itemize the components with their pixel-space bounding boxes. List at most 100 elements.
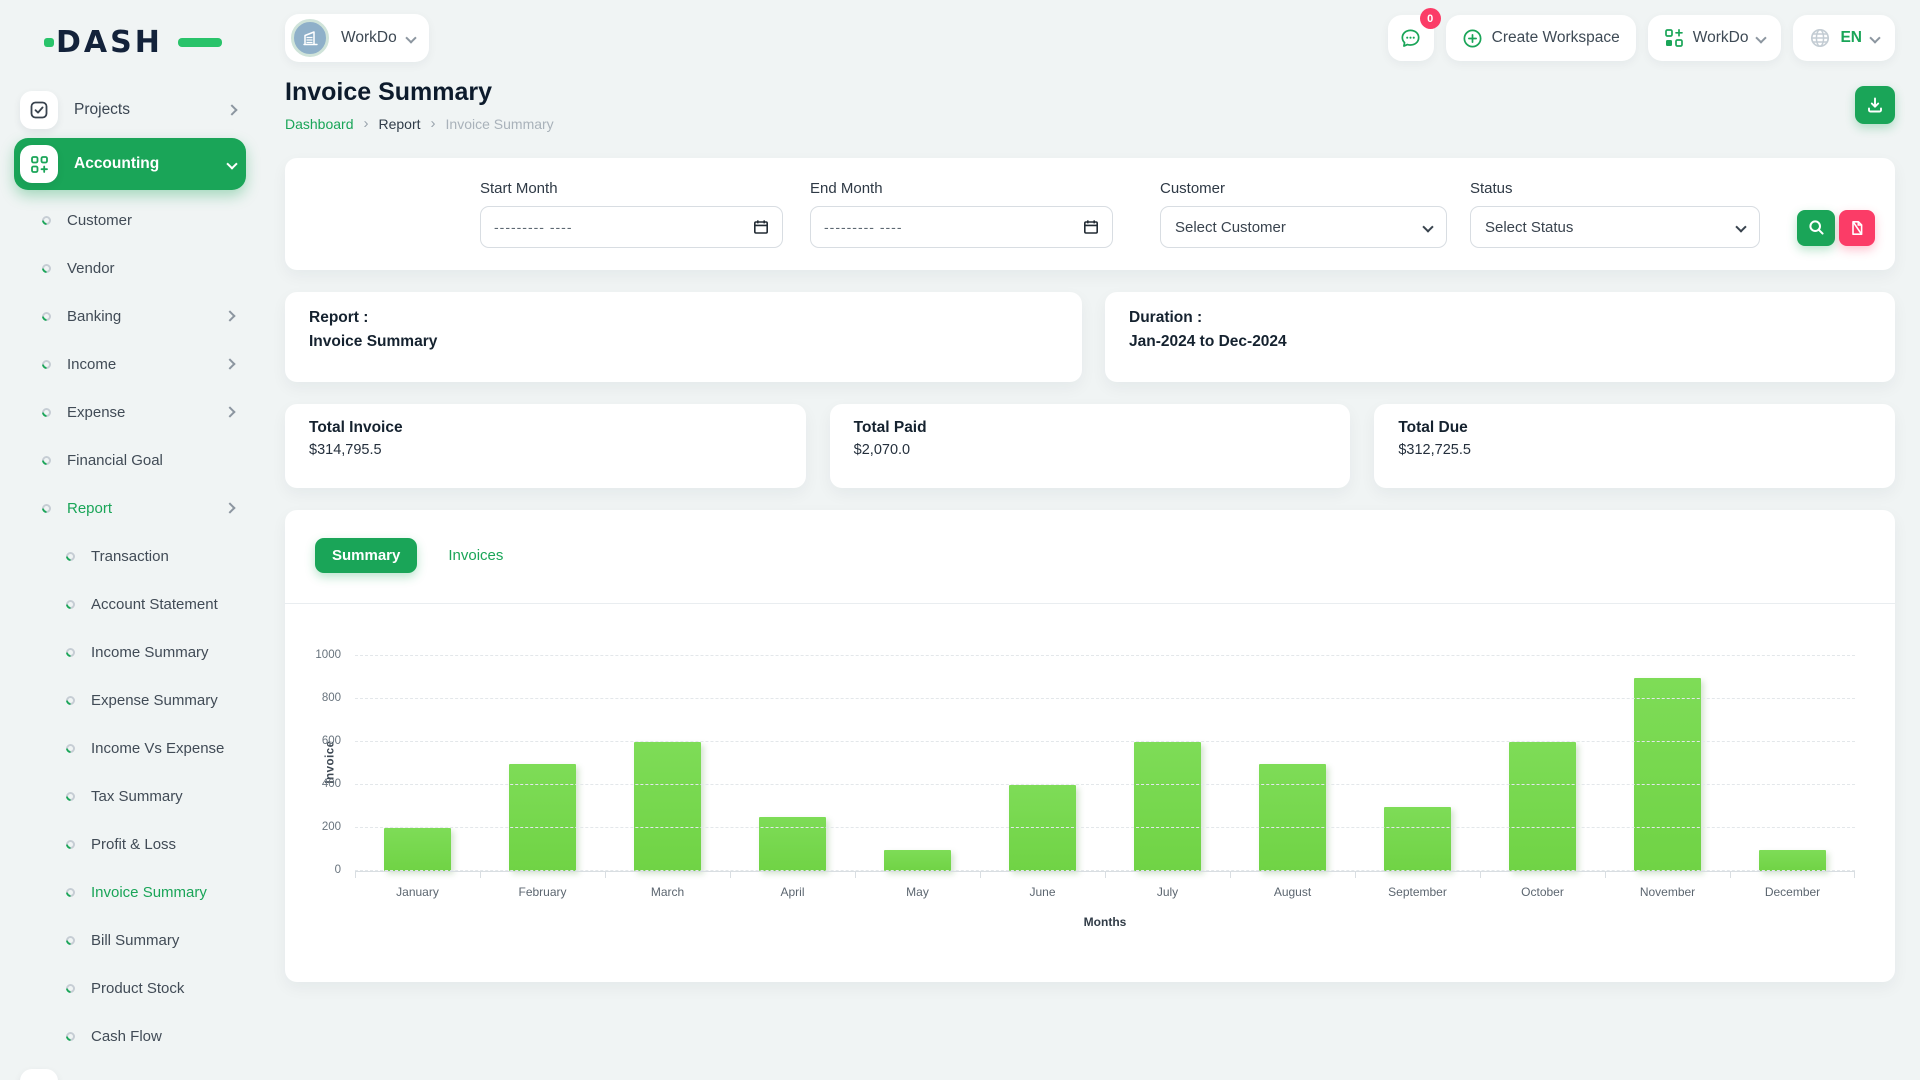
bullet-icon — [40, 453, 53, 467]
sidebar-item-label: Banking — [67, 307, 122, 325]
tab-summary[interactable]: Summary — [315, 538, 418, 573]
total-value: $314,795.5 — [309, 442, 382, 458]
sidebar-item-projects[interactable]: Projects — [14, 86, 246, 134]
reset-filter-button[interactable] — [1839, 209, 1875, 246]
sidebar-item-product-stock[interactable]: Product Stock — [0, 964, 260, 1012]
sidebar-item-customer[interactable]: Customer — [0, 196, 260, 244]
x-tick — [480, 871, 481, 878]
bar-may[interactable] — [883, 849, 952, 871]
x-tick — [1854, 871, 1855, 878]
bar-cell-march — [605, 656, 730, 878]
bar-april[interactable] — [758, 817, 827, 871]
bar-cell-august — [1230, 656, 1355, 878]
gridline-800: 800 — [322, 692, 1855, 704]
sidebar-item-bill-summary[interactable]: Bill Summary — [0, 916, 260, 964]
bar-august[interactable] — [1258, 763, 1327, 871]
sidebar-item-cash-flow[interactable]: Cash Flow — [0, 1012, 260, 1060]
app-switcher-button[interactable]: WorkDo — [1647, 15, 1782, 61]
bar-march[interactable] — [633, 742, 702, 871]
sidebar-item-account-statement[interactable]: Account Statement — [0, 580, 260, 628]
plus-circle-icon — [1463, 29, 1482, 47]
language-selector[interactable]: EN — [1793, 15, 1895, 61]
bar-december[interactable] — [1758, 849, 1827, 871]
total-card-total-invoice: Total Invoice $314,795.5 — [285, 404, 806, 488]
bullet-icon — [40, 309, 53, 323]
sidebar-item-expense-summary[interactable]: Expense Summary — [0, 676, 260, 724]
y-tick-label: 400 — [321, 778, 341, 790]
bar-september[interactable] — [1383, 806, 1452, 871]
create-workspace-button[interactable]: Create Workspace — [1445, 15, 1636, 61]
search-button[interactable] — [1797, 209, 1835, 246]
bullet-icon — [64, 981, 77, 995]
status-select[interactable]: Select Status — [1470, 206, 1760, 248]
app-switcher-label: WorkDo — [1692, 29, 1749, 46]
sidebar-item-transaction[interactable]: Transaction — [0, 532, 260, 580]
total-value: $2,070.0 — [853, 442, 911, 458]
sidebar-item-vendor[interactable]: Vendor — [0, 244, 260, 292]
bar-january[interactable] — [383, 828, 452, 871]
sidebar-item-label: Accounting — [74, 155, 160, 172]
gridline-600: 600 — [322, 735, 1855, 747]
total-label: Total Invoice — [309, 419, 403, 436]
tab-invoices[interactable]: Invoices — [448, 547, 504, 564]
breadcrumb-dashboard[interactable]: Dashboard — [285, 115, 354, 132]
sidebar-item-label: Profit & Loss — [91, 835, 177, 853]
bar-february[interactable] — [508, 763, 577, 871]
sidebar-item-label: Tax Summary — [91, 787, 183, 805]
sidebar-item-banking[interactable]: Banking — [0, 292, 260, 340]
sidebar-item-report[interactable]: Report — [0, 484, 260, 532]
sidebar-item-profit-loss[interactable]: Profit & Loss — [0, 820, 260, 868]
gridline-400: 400 — [322, 778, 1855, 790]
workspace-selector[interactable]: WorkDo — [285, 14, 429, 62]
x-tick-label: March — [650, 885, 685, 899]
chevron-right-icon — [224, 406, 236, 418]
language-code: EN — [1840, 29, 1862, 46]
x-tick — [1230, 871, 1231, 878]
chevron-right-icon — [224, 502, 236, 514]
bullet-icon — [40, 213, 53, 227]
download-icon — [1868, 97, 1882, 113]
sidebar-item-income-vs-expense[interactable]: Income Vs Expense — [0, 724, 260, 772]
duration-card: Duration : Jan-2024 to Dec-2024 — [1105, 292, 1895, 382]
bar-cell-april — [730, 656, 855, 878]
start-month-input[interactable]: --------- ---- — [480, 206, 783, 248]
app-logo[interactable]: DASH — [44, 22, 222, 62]
x-tick — [1355, 871, 1356, 878]
bullet-icon — [64, 933, 77, 947]
sidebar-item-hrm[interactable]: HRM — [14, 1064, 246, 1080]
sidebar-item-income-summary[interactable]: Income Summary — [0, 628, 260, 676]
sidebar-item-accounting[interactable]: Accounting — [14, 138, 246, 190]
customer-select[interactable]: Select Customer — [1160, 206, 1447, 248]
page-title: Invoice Summary — [285, 78, 493, 106]
customer-field: Customer Select Customer — [1160, 180, 1447, 248]
x-tick-label: May — [906, 885, 929, 899]
sidebar-item-label: Account Statement — [91, 595, 218, 613]
download-button[interactable] — [1855, 86, 1895, 124]
x-tick — [980, 871, 981, 878]
customer-label: Customer — [1160, 180, 1226, 197]
sidebar-item-income[interactable]: Income — [0, 340, 260, 388]
chevron-down-icon — [1755, 32, 1768, 44]
report-card: Report : Invoice Summary — [285, 292, 1082, 382]
sidebar-item-financial-goal[interactable]: Financial Goal — [0, 436, 260, 484]
bar-october[interactable] — [1508, 742, 1577, 871]
sidebar-item-tax-summary[interactable]: Tax Summary — [0, 772, 260, 820]
end-month-input[interactable]: --------- ---- — [810, 206, 1113, 248]
total-card-total-due: Total Due $312,725.5 — [1374, 404, 1896, 488]
bullet-icon — [64, 549, 77, 563]
bar-june[interactable] — [1008, 785, 1077, 871]
tabs-divider — [285, 603, 1895, 604]
sidebar-item-invoice-summary[interactable]: Invoice Summary — [0, 868, 260, 916]
sidebar-item-label: Income Vs Expense — [91, 739, 225, 757]
breadcrumb-report[interactable]: Report — [378, 115, 421, 132]
bar-november[interactable] — [1633, 677, 1702, 871]
messages-button[interactable]: 0 — [1387, 8, 1441, 61]
start-month-label: Start Month — [480, 180, 558, 197]
x-tick-label: February — [518, 885, 567, 899]
bar-cell-october — [1480, 656, 1605, 878]
gridline-200: 200 — [322, 821, 1855, 833]
sidebar-item-expense[interactable]: Expense — [0, 388, 260, 436]
bullet-icon — [64, 837, 77, 851]
bar-july[interactable] — [1133, 742, 1202, 871]
x-tick — [1605, 871, 1606, 878]
